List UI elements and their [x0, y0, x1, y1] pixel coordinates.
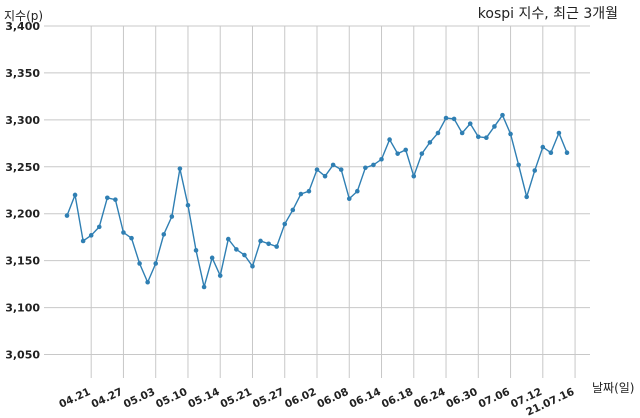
y-tick-label: 3,200 — [5, 208, 40, 221]
data-point — [290, 207, 296, 213]
data-point — [435, 130, 441, 136]
y-axis-label: 지수(p) — [4, 9, 43, 23]
data-point — [459, 130, 465, 136]
data-point — [346, 196, 352, 202]
data-point — [524, 194, 529, 200]
data-point — [145, 279, 150, 285]
x-tick-label: 05.27 — [251, 386, 286, 411]
data-point — [322, 173, 328, 179]
data-point — [209, 255, 215, 261]
data-point — [371, 162, 376, 168]
data-point — [185, 202, 191, 208]
y-tick-label: 3,350 — [5, 67, 40, 80]
x-tick-label: 06.08 — [315, 386, 350, 411]
y-tick-label: 3,300 — [5, 114, 40, 127]
data-point — [475, 134, 481, 140]
data-point — [161, 232, 167, 237]
data-point — [363, 165, 368, 171]
data-point — [492, 124, 497, 129]
data-point — [314, 167, 320, 172]
x-tick-label: 06.24 — [412, 386, 447, 411]
data-point — [338, 167, 344, 172]
data-point — [355, 188, 360, 194]
data-point — [306, 188, 312, 194]
x-tick-label: 07.06 — [477, 386, 512, 411]
data-point — [403, 147, 409, 153]
data-point — [234, 247, 239, 252]
data-point — [395, 151, 400, 156]
data-point — [88, 233, 94, 238]
x-axis-label: 날짜(일) — [592, 381, 634, 395]
data-point — [113, 197, 118, 202]
data-point — [225, 236, 231, 242]
y-tick-label: 3,050 — [5, 349, 40, 362]
chart-title: kospi 지수, 최근 3개월 — [478, 6, 618, 22]
data-point — [556, 130, 562, 136]
data-point — [105, 195, 110, 201]
data-point — [508, 131, 513, 137]
data-point — [258, 238, 263, 244]
data-point — [387, 137, 392, 142]
data-point — [379, 156, 384, 162]
data-point — [540, 144, 546, 150]
data-point — [484, 135, 489, 141]
x-tick-label: 06.02 — [283, 386, 318, 411]
x-tick-label: 04.27 — [90, 386, 125, 411]
data-point — [217, 273, 223, 278]
y-tick-label: 3,100 — [5, 302, 40, 315]
x-tick-label: 05.03 — [122, 386, 157, 411]
data-point — [72, 192, 78, 198]
data-point — [427, 140, 433, 145]
data-point — [500, 112, 505, 118]
data-point — [298, 191, 304, 197]
data-point — [242, 252, 247, 258]
x-tick-label: 05.14 — [186, 386, 221, 411]
x-tick-label: 06.18 — [380, 386, 415, 411]
data-point — [177, 166, 183, 171]
x-tick-label: 06.30 — [444, 386, 479, 411]
data-point — [121, 230, 126, 235]
x-tick-labels: 04.2104.2705.0305.1005.1405.2105.2706.02… — [57, 386, 576, 418]
data-point — [153, 261, 159, 266]
data-point — [274, 244, 279, 249]
data-point — [250, 263, 255, 269]
data-point — [532, 168, 538, 173]
y-tick-label: 3,150 — [5, 255, 40, 268]
data-point — [451, 116, 457, 122]
data-point — [443, 115, 449, 121]
data-point — [129, 235, 134, 241]
data-point — [96, 224, 102, 230]
data-point — [330, 162, 336, 168]
data-point — [169, 214, 175, 219]
data-point — [548, 150, 554, 156]
data-point — [266, 241, 271, 247]
x-tick-label: 05.10 — [154, 386, 189, 411]
data-point — [411, 173, 417, 179]
data-point — [467, 121, 473, 126]
x-gridlines — [90, 26, 576, 378]
y-tick-label: 3,400 — [5, 20, 40, 33]
data-point — [201, 284, 207, 290]
y-tick-label: 3,250 — [5, 161, 40, 174]
data-point — [516, 162, 521, 168]
x-tick-label: 05.21 — [219, 386, 254, 411]
data-point — [282, 221, 288, 227]
data-point — [137, 261, 142, 266]
series-kospi — [64, 112, 570, 290]
data-point — [193, 248, 199, 253]
x-tick-label: 04.21 — [57, 386, 92, 411]
data-point — [419, 151, 425, 156]
data-point — [564, 150, 570, 156]
x-tick-label: 06.14 — [348, 386, 383, 411]
y-tick-labels: 3,050 3,100 3,150 3,200 3,250 3,300 3,350 3,400 — [5, 20, 40, 362]
data-point — [64, 213, 70, 218]
data-point — [80, 238, 86, 244]
